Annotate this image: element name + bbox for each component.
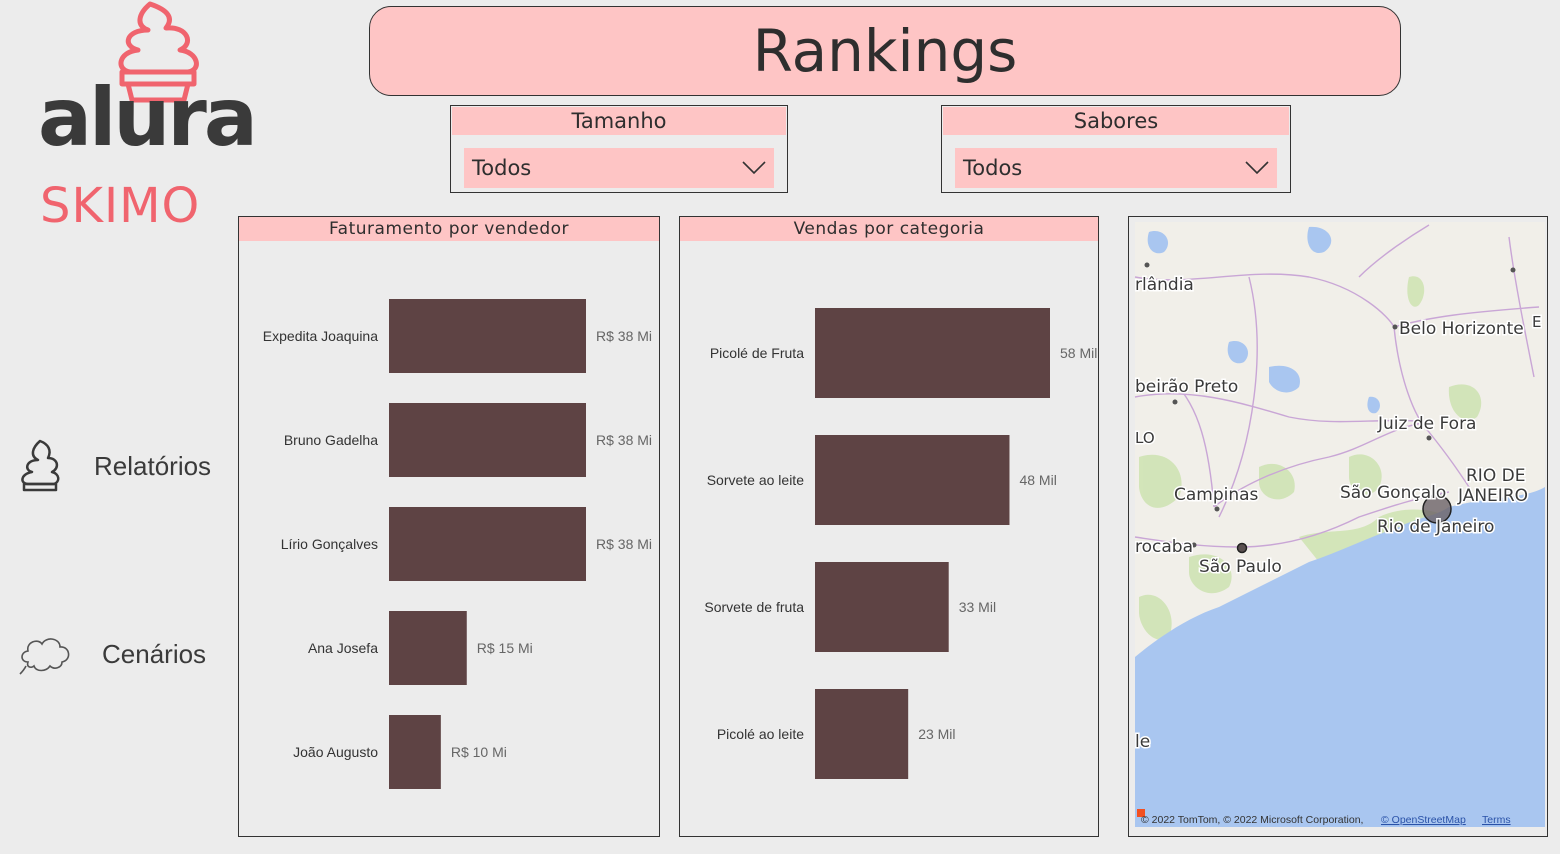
openstreetmap-link[interactable]: © OpenStreetMap [1381, 814, 1466, 826]
logo-subtitle: SKIMO [40, 178, 201, 234]
vendas-chart-panel: Vendas por categoria Picolé de Fruta 58 M… [679, 216, 1099, 837]
ice-cream-icon [21, 439, 60, 492]
map-vegetation [1139, 276, 1482, 640]
slicer-tamanho: Tamanho Todos [450, 105, 788, 193]
faturamento-chart: Expedita Joaquina R$ 38 Mi Bruno Gadelha R$… [263, 299, 652, 789]
slicer-sabores: Sabores Todos [941, 105, 1291, 193]
bar[interactable] [815, 435, 1010, 525]
map-label-juiz-de-fora: Juiz de Fora [1377, 414, 1476, 434]
map-label-campinas: Campinas [1174, 485, 1259, 505]
map-label-sao-paulo: São Paulo [1199, 557, 1282, 577]
map-label-rio-de: RIO DE [1466, 466, 1525, 486]
terms-link[interactable]: Terms [1482, 814, 1511, 826]
map-bubble-rio-de-janeiro[interactable] [1422, 494, 1452, 524]
data-label: 23 Mil [918, 726, 955, 742]
bar[interactable] [389, 507, 586, 581]
slicer-tamanho-label: Tamanho [452, 107, 786, 135]
bar[interactable] [389, 299, 586, 373]
chevron-down-icon [742, 161, 766, 175]
data-label: R$ 38 Mi [596, 432, 652, 448]
map-label-sorocaba: rocaba [1135, 537, 1193, 557]
nav-cenarios-label: Cenários [102, 638, 207, 669]
faturamento-chart-panel: Faturamento por vendedor Expedita Joaqui… [238, 216, 660, 837]
bar[interactable] [389, 403, 586, 477]
faturamento-chart-title: Faturamento por vendedor [239, 217, 659, 241]
map-label-lo: LO [1135, 429, 1155, 447]
map-bubble-sao-paulo[interactable] [1236, 542, 1248, 554]
alura-skimo-logo: alura SKIMO [18, 0, 258, 240]
nav-cenarios[interactable]: Cenários [18, 632, 206, 676]
category-label: Picolé ao leite [717, 726, 804, 742]
map-attribution: © 2022 TomTom, © 2022 Microsoft Corporat… [1137, 809, 1511, 826]
data-label: R$ 38 Mi [596, 328, 652, 344]
category-label: Lírio Gonçalves [281, 536, 378, 552]
microsoft-logo-icon [1137, 809, 1145, 817]
data-label: R$ 15 Mi [477, 640, 533, 656]
map-ocean [1135, 487, 1545, 827]
map-label-le: le [1135, 732, 1150, 752]
vendas-chart-title: Vendas por categoria [680, 217, 1098, 241]
nav-relatorios[interactable]: Relatórios [18, 438, 211, 494]
tamanho-dropdown-value: Todos [472, 156, 532, 180]
nav-relatorios-label: Relatórios [94, 450, 212, 481]
map-visual[interactable]: rlândia Belo Horizonte E beirão Preto LO… [1128, 216, 1548, 837]
bar[interactable] [389, 715, 441, 789]
map-canvas[interactable]: rlândia Belo Horizonte E beirão Preto LO… [1129, 217, 1547, 836]
map-label-uberlandia: rlândia [1135, 275, 1194, 295]
bar[interactable] [815, 562, 949, 652]
category-label: Sorvete de fruta [704, 599, 804, 615]
category-label: João Augusto [293, 744, 378, 760]
cloud-icon [19, 638, 70, 675]
category-label: Expedita Joaquina [263, 328, 378, 344]
map-label-belo-horizonte: Belo Horizonte [1399, 319, 1524, 339]
map-lakes [1147, 226, 1380, 414]
map-label-rio-de-janeiro: Rio de Janeiro [1377, 517, 1494, 537]
map-city-dots [1144, 262, 1516, 548]
page-title: Rankings [369, 6, 1401, 96]
vendas-chart: Picolé de Fruta 58 Mil Sorvete ao leite 48 … [704, 308, 1097, 779]
map-label-sao-goncalo: São Gonçalo [1340, 483, 1446, 503]
ice-cream-logo-icon [118, 1, 199, 103]
category-label: Bruno Gadelha [284, 432, 378, 448]
data-label: 33 Mil [959, 599, 996, 615]
category-label: Picolé de Fruta [710, 345, 804, 361]
logo-wordmark: alura [38, 71, 258, 164]
chevron-down-icon [1245, 161, 1269, 175]
sabores-dropdown-value: Todos [963, 156, 1023, 180]
sabores-dropdown[interactable]: Todos [955, 148, 1277, 188]
data-label: 48 Mil [1019, 472, 1056, 488]
map-roads [1134, 224, 1540, 548]
bar[interactable] [815, 308, 1050, 398]
category-label: Ana Josefa [308, 640, 378, 656]
tamanho-dropdown[interactable]: Todos [464, 148, 774, 188]
data-label: R$ 38 Mi [596, 536, 652, 552]
data-label: R$ 10 Mi [451, 744, 507, 760]
map-label-ribeirao-preto: beirão Preto [1135, 377, 1238, 397]
bar[interactable] [815, 689, 909, 779]
category-label: Sorvete ao leite [707, 472, 804, 488]
map-label-e: E [1532, 313, 1541, 331]
map-labels: rlândia Belo Horizonte E beirão Preto LO… [1134, 274, 1543, 754]
map-attribution-text: © 2022 TomTom, © 2022 Microsoft Corporat… [1141, 814, 1363, 826]
slicer-sabores-label: Sabores [943, 107, 1289, 135]
map-label-janeiro: JANEIRO [1457, 486, 1528, 506]
data-label: 58 Mil [1060, 345, 1097, 361]
bar[interactable] [389, 611, 467, 685]
